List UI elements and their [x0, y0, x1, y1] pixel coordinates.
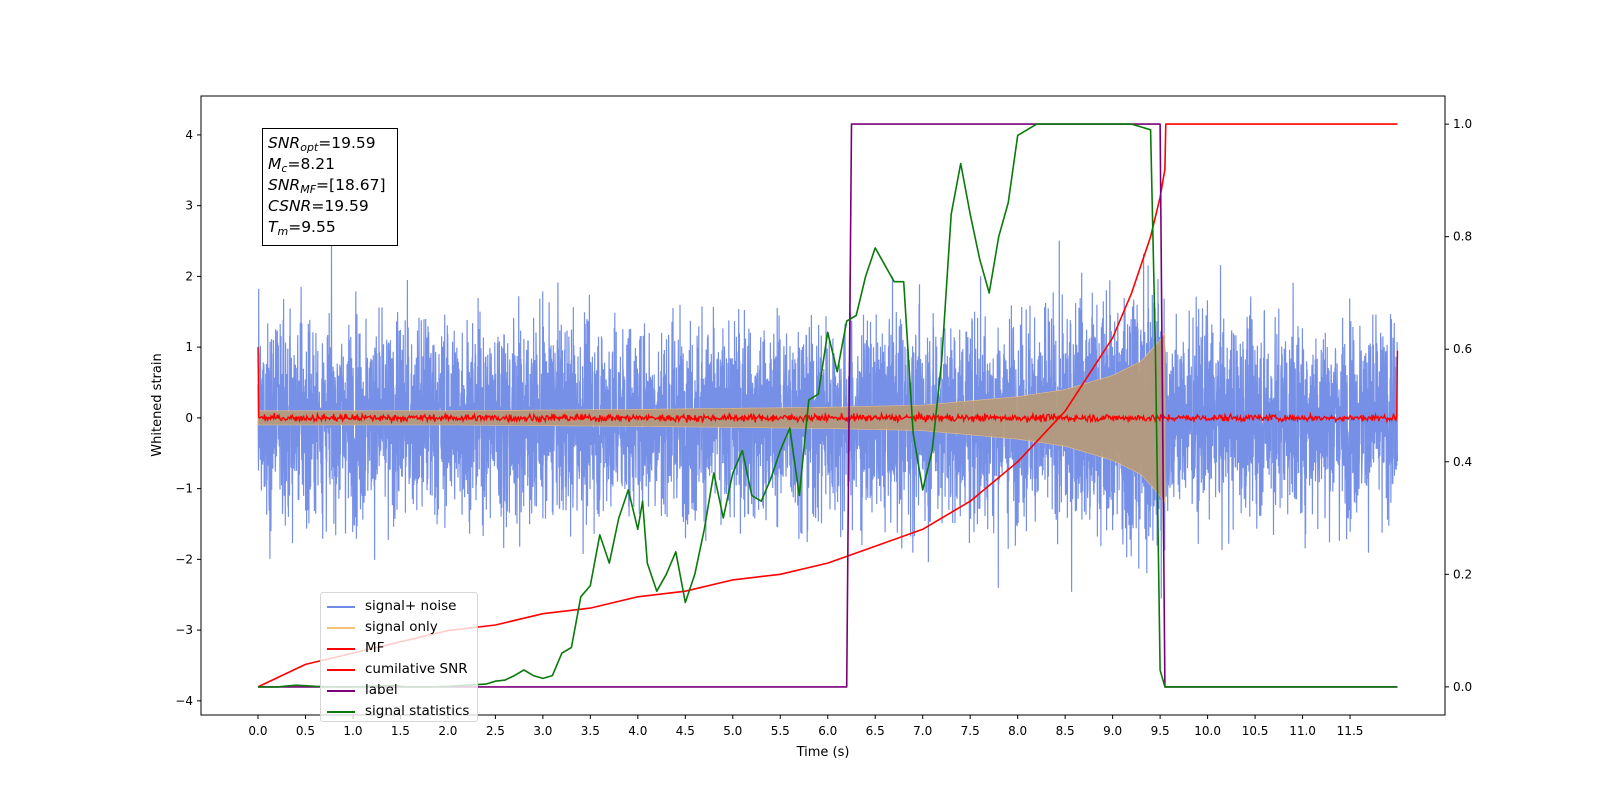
y-axis-label: Whitened strain [150, 353, 165, 456]
x-tick-label: 2.5 [486, 724, 505, 738]
x-tick-label: 4.0 [628, 724, 647, 738]
series-signal-statistics-line [258, 123, 1398, 688]
x-tick-label: 8.0 [1008, 724, 1027, 738]
plot-frame [200, 95, 1446, 716]
y-tick-label: −3 [175, 623, 193, 637]
y2-tick-label: 0.0 [1453, 680, 1472, 694]
y2-tick-label: 0.4 [1453, 455, 1472, 469]
y-tick-label: −2 [175, 552, 193, 566]
legend-swatch-signal-statistics [327, 711, 355, 713]
y-tick-label: 1 [185, 340, 193, 354]
merger-time-value: 9.55 [301, 218, 336, 236]
legend-item-signal-statistics: signal statistics [321, 701, 477, 722]
x-tick-label: 6.5 [866, 724, 885, 738]
legend-label: cumilative SNR [365, 661, 468, 677]
x-tick-label: 6.0 [818, 724, 837, 738]
x-tick-label: 9.0 [1103, 724, 1122, 738]
legend-swatch-mf [327, 648, 355, 650]
y-tick-label: 3 [185, 199, 193, 213]
x-tick-label: 5.5 [771, 724, 790, 738]
x-tick-label: 10.5 [1242, 724, 1269, 738]
y2-tick-label: 1.0 [1453, 117, 1472, 131]
legend-item-signal-noise: signal+ noise [321, 596, 477, 617]
legend: signal+ noise signal only MF cumilative … [320, 592, 478, 722]
x-tick-label: 7.5 [961, 724, 980, 738]
legend-item-cumulative-snr: cumilative SNR [321, 659, 477, 680]
x-tick-label: 4.5 [676, 724, 695, 738]
csnr-value: 19.59 [324, 197, 369, 215]
x-tick-label: 0.5 [296, 724, 315, 738]
legend-label: MF [365, 640, 385, 656]
y2-tick-label: 0.6 [1453, 342, 1472, 356]
x-tick-label: 3.0 [533, 724, 552, 738]
series-signal-noise-line [257, 240, 1399, 599]
snr-opt-value: 19.59 [331, 134, 376, 152]
x-tick-label: 0.0 [248, 724, 267, 738]
x-tick-label: 9.5 [1151, 724, 1170, 738]
x-tick-label: 5.0 [723, 724, 742, 738]
x-tick-label: 3.5 [581, 724, 600, 738]
y2-tick-label: 0.8 [1453, 230, 1472, 244]
legend-label: signal statistics [365, 703, 470, 719]
legend-item-label: label [321, 680, 477, 701]
legend-label: signal only [365, 619, 438, 635]
snr-mf-value: [18.67] [329, 176, 386, 194]
legend-label: label [365, 682, 398, 698]
x-tick-label: 8.5 [1056, 724, 1075, 738]
statistics-annotation: SNRopt=19.59 Mc=8.21 SNRMF=[18.67] CSNR=… [262, 128, 398, 246]
legend-swatch-signal-noise [327, 606, 355, 608]
legend-label: signal+ noise [365, 598, 457, 614]
x-tick-label: 11.0 [1289, 724, 1316, 738]
legend-swatch-label [327, 690, 355, 692]
y-tick-label: −4 [175, 694, 193, 708]
legend-swatch-signal-only [327, 627, 355, 629]
chirp-mass-value: 8.21 [300, 155, 335, 173]
series-mf-line [257, 347, 1399, 425]
y2-tick-label: 0.2 [1453, 567, 1472, 581]
y-tick-label: 4 [185, 128, 193, 142]
legend-swatch-cumulative-snr [327, 669, 355, 671]
legend-item-mf: MF [321, 638, 477, 659]
y-tick-label: 2 [185, 269, 193, 283]
x-tick-label: 1.5 [391, 724, 410, 738]
y-tick-label: −1 [175, 482, 193, 496]
x-tick-label: 10.0 [1194, 724, 1221, 738]
x-tick-label: 7.0 [913, 724, 932, 738]
x-tick-label: 2.0 [438, 724, 457, 738]
legend-item-signal-only: signal only [321, 617, 477, 638]
x-tick-label: 11.5 [1337, 724, 1364, 738]
x-tick-label: 1.0 [343, 724, 362, 738]
x-axis-label: Time (s) [796, 745, 850, 760]
y-tick-label: 0 [185, 411, 193, 425]
